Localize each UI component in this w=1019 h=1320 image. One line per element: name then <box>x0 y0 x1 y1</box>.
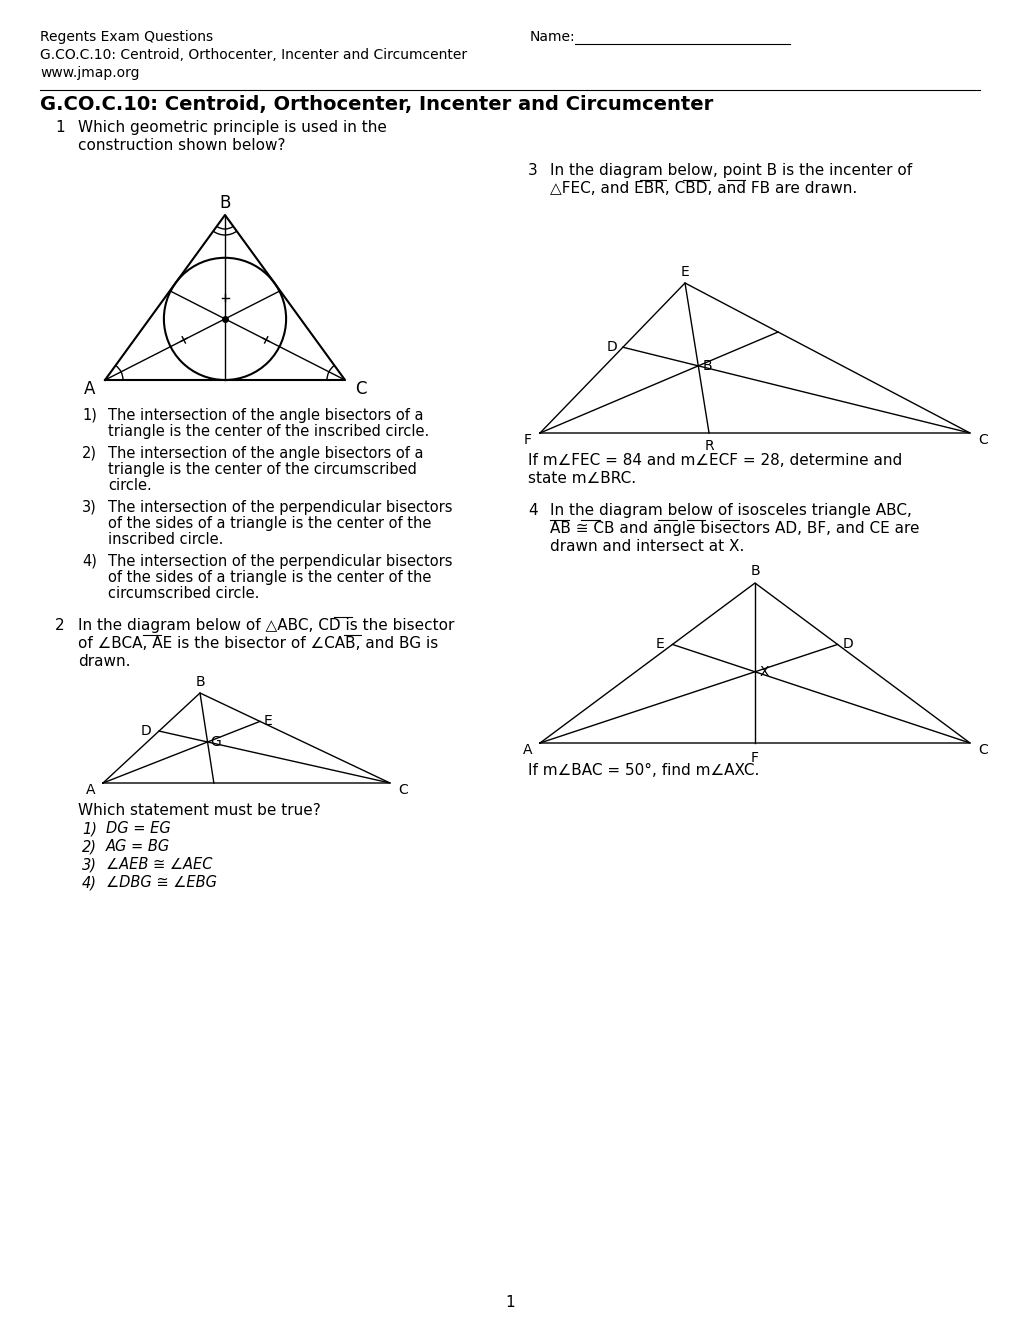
Text: 1: 1 <box>55 120 64 135</box>
Text: E: E <box>655 638 663 652</box>
Text: inscribed circle.: inscribed circle. <box>108 532 223 546</box>
Text: drawn and intersect at X.: drawn and intersect at X. <box>549 539 744 554</box>
Text: construction shown below?: construction shown below? <box>77 139 285 153</box>
Text: DG = EG: DG = EG <box>106 821 170 836</box>
Text: The intersection of the perpendicular bisectors: The intersection of the perpendicular bi… <box>108 554 452 569</box>
Text: G: G <box>210 735 221 748</box>
Text: 2): 2) <box>82 840 97 854</box>
Text: 3): 3) <box>82 500 97 515</box>
Text: C: C <box>977 743 986 756</box>
Text: 2): 2) <box>82 446 97 461</box>
Text: △FEC, and EBR, CBD, and FB are drawn.: △FEC, and EBR, CBD, and FB are drawn. <box>549 181 856 195</box>
Text: E: E <box>264 714 272 729</box>
Text: E: E <box>680 265 689 279</box>
Text: 4): 4) <box>82 875 97 890</box>
Text: 1): 1) <box>82 408 97 422</box>
Text: drawn.: drawn. <box>77 653 130 669</box>
Text: www.jmap.org: www.jmap.org <box>40 66 140 81</box>
Text: The intersection of the perpendicular bisectors: The intersection of the perpendicular bi… <box>108 500 452 515</box>
Text: Name:: Name: <box>530 30 575 44</box>
Text: B: B <box>195 675 205 689</box>
Text: In the diagram below of isosceles triangle ABC,: In the diagram below of isosceles triang… <box>549 503 911 517</box>
Text: G.CO.C.10: Centroid, Orthocenter, Incenter and Circumcenter: G.CO.C.10: Centroid, Orthocenter, Incent… <box>40 95 712 114</box>
Text: 2: 2 <box>55 618 64 634</box>
Text: AB ≅ CB and angle bisectors AD, BF, and CE are: AB ≅ CB and angle bisectors AD, BF, and … <box>549 521 918 536</box>
Text: AG = BG: AG = BG <box>106 840 170 854</box>
Text: circle.: circle. <box>108 478 152 492</box>
Text: C: C <box>355 380 366 399</box>
Text: circumscribed circle.: circumscribed circle. <box>108 586 259 601</box>
Text: triangle is the center of the circumscribed: triangle is the center of the circumscri… <box>108 462 417 477</box>
Text: X: X <box>759 665 768 678</box>
Text: The intersection of the angle bisectors of a: The intersection of the angle bisectors … <box>108 408 423 422</box>
Text: Regents Exam Questions: Regents Exam Questions <box>40 30 213 44</box>
Text: A: A <box>522 743 532 756</box>
Text: 1): 1) <box>82 821 97 836</box>
Text: 1: 1 <box>504 1295 515 1309</box>
Text: B: B <box>702 359 711 372</box>
Text: Which geometric principle is used in the: Which geometric principle is used in the <box>77 120 386 135</box>
Text: 4: 4 <box>528 503 537 517</box>
Text: B: B <box>749 564 759 578</box>
Text: F: F <box>750 751 758 766</box>
Text: of ∠BCA, AE is the bisector of ∠CAB, and BG is: of ∠BCA, AE is the bisector of ∠CAB, and… <box>77 636 438 651</box>
Text: ∠DBG ≅ ∠EBG: ∠DBG ≅ ∠EBG <box>106 875 217 890</box>
Text: 3: 3 <box>528 162 537 178</box>
Text: triangle is the center of the inscribed circle.: triangle is the center of the inscribed … <box>108 424 429 440</box>
Text: A: A <box>86 783 95 797</box>
Text: G.CO.C.10: Centroid, Orthocenter, Incenter and Circumcenter: G.CO.C.10: Centroid, Orthocenter, Incent… <box>40 48 467 62</box>
Text: 4): 4) <box>82 554 97 569</box>
Text: A: A <box>84 380 95 399</box>
Text: C: C <box>397 783 408 797</box>
Text: The intersection of the angle bisectors of a: The intersection of the angle bisectors … <box>108 446 423 461</box>
Text: D: D <box>842 638 853 652</box>
Text: of the sides of a triangle is the center of the: of the sides of a triangle is the center… <box>108 570 431 585</box>
Text: If m∠BAC = 50°, find m∠AXC.: If m∠BAC = 50°, find m∠AXC. <box>528 763 758 777</box>
Text: ∠AEB ≅ ∠AEC: ∠AEB ≅ ∠AEC <box>106 857 212 873</box>
Text: B: B <box>219 194 230 213</box>
Text: C: C <box>977 433 986 447</box>
Text: R: R <box>703 440 713 453</box>
Text: Which statement must be true?: Which statement must be true? <box>77 803 320 818</box>
Text: D: D <box>605 341 616 354</box>
Text: 3): 3) <box>82 857 97 873</box>
Text: In the diagram below, point B is the incenter of: In the diagram below, point B is the inc… <box>549 162 911 178</box>
Text: If m∠FEC = 84 and m∠ECF = 28, determine and: If m∠FEC = 84 and m∠ECF = 28, determine … <box>528 453 902 469</box>
Text: F: F <box>524 433 532 447</box>
Text: state m∠BRC.: state m∠BRC. <box>528 471 636 486</box>
Text: In the diagram below of △ABC, CD is the bisector: In the diagram below of △ABC, CD is the … <box>77 618 453 634</box>
Text: D: D <box>140 725 151 738</box>
Text: of the sides of a triangle is the center of the: of the sides of a triangle is the center… <box>108 516 431 531</box>
